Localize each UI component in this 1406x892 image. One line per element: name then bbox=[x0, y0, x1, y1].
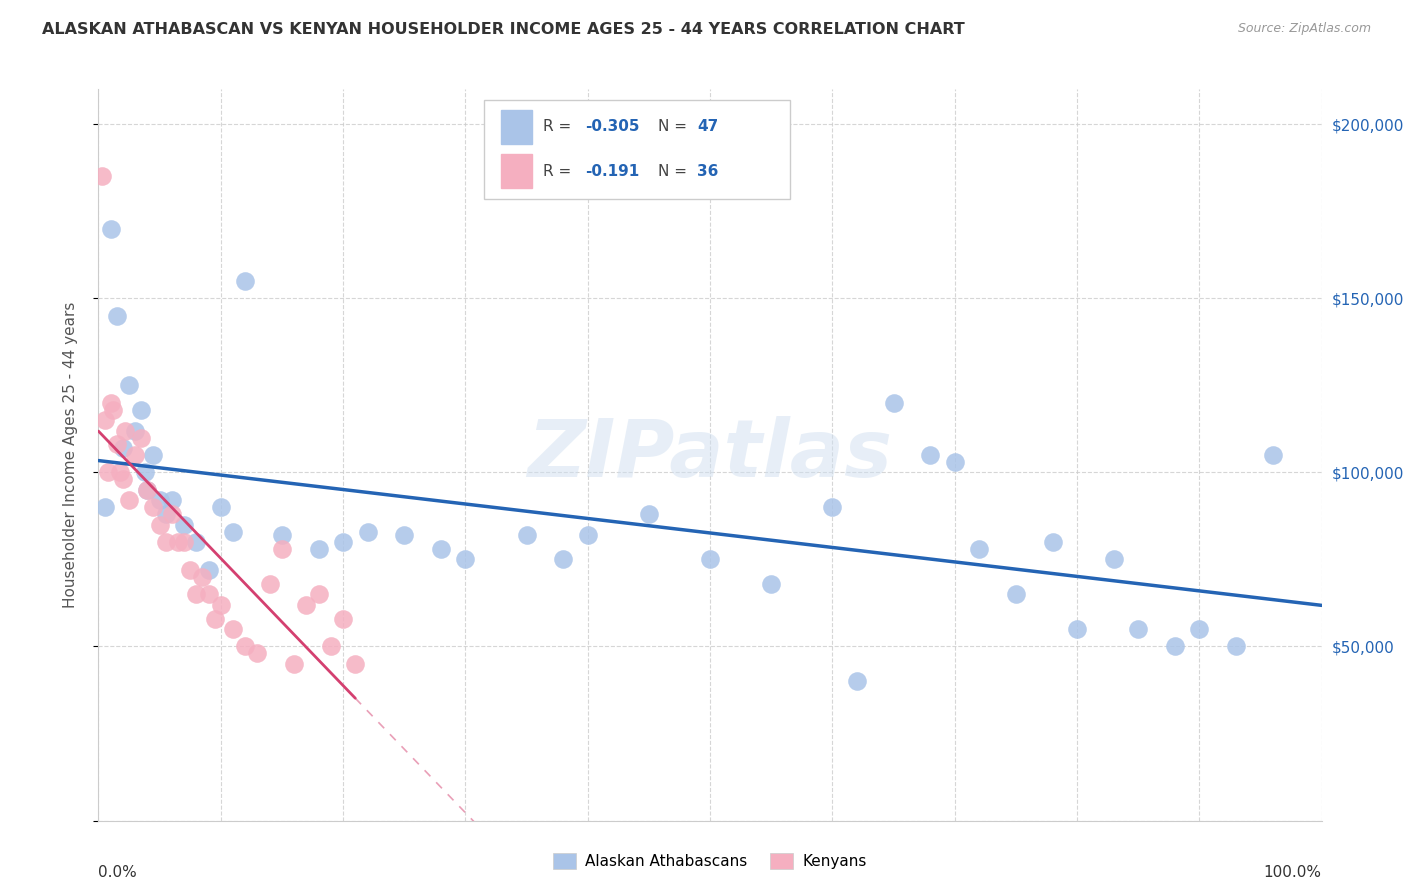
Point bbox=[129, 402, 152, 417]
Point bbox=[553, 552, 575, 566]
Point bbox=[186, 587, 208, 601]
Point bbox=[93, 413, 115, 427]
Point bbox=[197, 563, 219, 577]
Point bbox=[283, 657, 305, 671]
Point bbox=[233, 274, 256, 288]
Point bbox=[101, 402, 124, 417]
Point bbox=[845, 674, 868, 689]
Point bbox=[332, 612, 354, 626]
Text: N =: N = bbox=[658, 164, 692, 178]
Point bbox=[197, 587, 219, 601]
Point bbox=[332, 535, 354, 549]
Point bbox=[222, 524, 245, 539]
Point bbox=[943, 455, 966, 469]
Point bbox=[134, 466, 156, 480]
Point bbox=[270, 541, 294, 556]
Point bbox=[1225, 640, 1247, 654]
Point bbox=[191, 570, 214, 584]
Point bbox=[142, 448, 165, 462]
Point bbox=[246, 647, 269, 661]
Text: -0.191: -0.191 bbox=[585, 164, 640, 178]
Point bbox=[638, 507, 661, 521]
Point bbox=[204, 612, 226, 626]
Point bbox=[111, 472, 134, 486]
Text: -0.305: -0.305 bbox=[585, 120, 640, 135]
Point bbox=[209, 500, 232, 515]
Point bbox=[1042, 535, 1064, 549]
Point bbox=[179, 563, 201, 577]
Point bbox=[160, 507, 183, 521]
Point bbox=[392, 528, 416, 542]
Point bbox=[97, 466, 120, 480]
Point bbox=[308, 541, 330, 556]
Text: R =: R = bbox=[543, 120, 576, 135]
Point bbox=[186, 535, 208, 549]
Text: 100.0%: 100.0% bbox=[1264, 864, 1322, 880]
Point bbox=[308, 587, 330, 601]
Text: ALASKAN ATHABASCAN VS KENYAN HOUSEHOLDER INCOME AGES 25 - 44 YEARS CORRELATION C: ALASKAN ATHABASCAN VS KENYAN HOUSEHOLDER… bbox=[42, 22, 965, 37]
Point bbox=[1164, 640, 1187, 654]
Point bbox=[118, 378, 141, 392]
Text: R =: R = bbox=[543, 164, 581, 178]
Point bbox=[105, 309, 128, 323]
Point bbox=[233, 640, 256, 654]
Point bbox=[209, 598, 232, 612]
Point bbox=[110, 466, 132, 480]
Point bbox=[1004, 587, 1026, 601]
Point bbox=[295, 598, 318, 612]
Point bbox=[920, 448, 942, 462]
Point bbox=[1102, 552, 1125, 566]
Point bbox=[821, 500, 844, 515]
Text: ZIPatlas: ZIPatlas bbox=[527, 416, 893, 494]
Point bbox=[319, 640, 342, 654]
Point bbox=[344, 657, 367, 671]
Point bbox=[114, 424, 136, 438]
Point bbox=[967, 541, 990, 556]
Point bbox=[356, 524, 378, 539]
Point bbox=[167, 535, 190, 549]
Point bbox=[516, 528, 538, 542]
Point bbox=[155, 535, 177, 549]
Point bbox=[1128, 622, 1150, 636]
Point bbox=[124, 448, 146, 462]
Point bbox=[576, 528, 599, 542]
Point bbox=[155, 507, 177, 521]
Text: 36: 36 bbox=[697, 164, 718, 178]
Text: 0.0%: 0.0% bbox=[98, 864, 138, 880]
Point bbox=[160, 493, 183, 508]
Text: N =: N = bbox=[658, 120, 692, 135]
Point bbox=[118, 493, 141, 508]
Point bbox=[105, 437, 128, 451]
Point bbox=[430, 541, 453, 556]
Point bbox=[100, 395, 122, 409]
Point bbox=[270, 528, 294, 542]
Point bbox=[100, 221, 122, 235]
Point bbox=[91, 169, 114, 184]
Point bbox=[93, 500, 115, 515]
Point bbox=[111, 441, 134, 455]
Y-axis label: Householder Income Ages 25 - 44 years: Householder Income Ages 25 - 44 years bbox=[63, 301, 77, 608]
Point bbox=[699, 552, 721, 566]
Point bbox=[142, 500, 165, 515]
Point bbox=[222, 622, 245, 636]
Point bbox=[136, 483, 159, 497]
Point bbox=[129, 430, 152, 444]
Point bbox=[149, 493, 172, 508]
Point bbox=[259, 576, 281, 591]
Point bbox=[173, 517, 195, 532]
Text: 47: 47 bbox=[697, 120, 718, 135]
Point bbox=[454, 552, 477, 566]
Point bbox=[124, 424, 146, 438]
Point bbox=[1261, 448, 1284, 462]
Point bbox=[1066, 622, 1088, 636]
Point bbox=[883, 395, 905, 409]
Point bbox=[173, 535, 195, 549]
Legend: Alaskan Athabascans, Kenyans: Alaskan Athabascans, Kenyans bbox=[547, 847, 873, 875]
Point bbox=[136, 483, 159, 497]
Point bbox=[149, 517, 172, 532]
Point bbox=[761, 576, 783, 591]
Point bbox=[1188, 622, 1211, 636]
Text: Source: ZipAtlas.com: Source: ZipAtlas.com bbox=[1237, 22, 1371, 36]
